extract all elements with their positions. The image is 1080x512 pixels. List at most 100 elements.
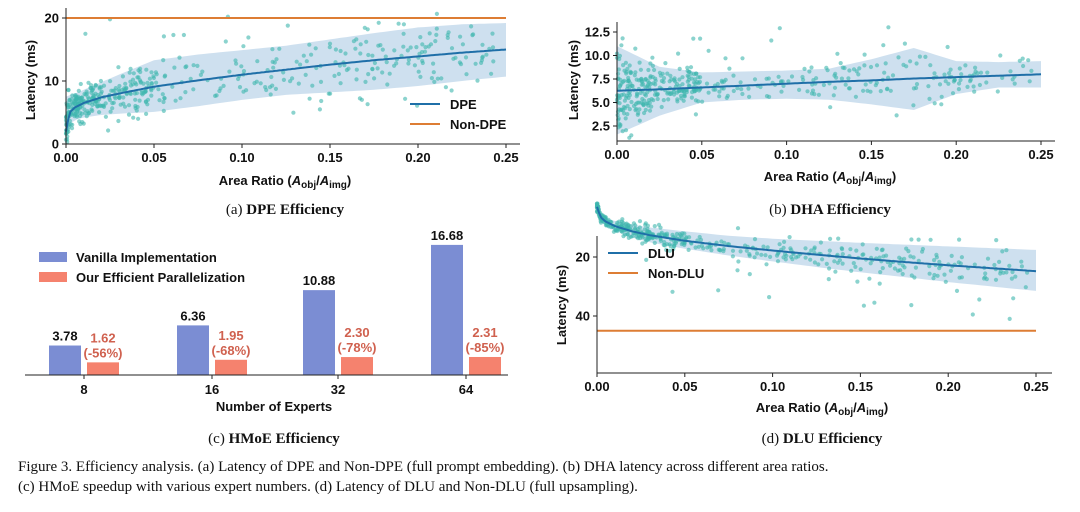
b-scatter-point bbox=[908, 59, 913, 64]
d-scatter-point bbox=[652, 224, 657, 229]
b-scatter-point bbox=[764, 94, 770, 99]
b-scatter-point bbox=[620, 108, 626, 113]
a-scatter-point bbox=[195, 63, 200, 68]
a-scatter-point bbox=[431, 70, 436, 75]
a-scatter-point bbox=[153, 70, 158, 75]
a-scatter-point bbox=[273, 86, 278, 91]
b-scatter-point bbox=[696, 99, 701, 104]
d-fit-curve bbox=[596, 206, 1037, 273]
d-scatter-point bbox=[809, 248, 814, 253]
d-scatter-point bbox=[764, 262, 769, 267]
d-scatter-point bbox=[874, 246, 879, 251]
b-scatter-point bbox=[939, 102, 944, 107]
b-scatter-point bbox=[682, 94, 687, 99]
a-scatter-point bbox=[281, 77, 286, 82]
d-legend-label: Non-DLU bbox=[648, 266, 704, 281]
a-scatter-point bbox=[327, 45, 332, 50]
a-scatter-point bbox=[416, 69, 421, 74]
b-scatter-outlier bbox=[691, 36, 696, 41]
b-scatter-point bbox=[685, 65, 690, 70]
d-scatter-point bbox=[854, 248, 859, 253]
b-scatter-point bbox=[828, 105, 833, 110]
b-scatter-point bbox=[902, 41, 908, 46]
a-scatter-point bbox=[136, 116, 141, 121]
c-bar-vanilla-32 bbox=[303, 290, 335, 375]
d-scatter-point bbox=[645, 226, 650, 231]
a-scatter-point bbox=[64, 101, 69, 106]
a-scatter-point bbox=[357, 96, 362, 101]
a-scatter-point bbox=[113, 86, 118, 91]
b-scatter-point bbox=[1017, 58, 1022, 63]
a-scatter-point bbox=[317, 107, 322, 112]
c-bar-label-efficient: 2.30 bbox=[344, 325, 369, 340]
b-scatter-point bbox=[878, 89, 883, 94]
d-scatter-point bbox=[993, 277, 999, 282]
d-scatter-point bbox=[878, 270, 883, 275]
b-scatter-point bbox=[978, 70, 984, 75]
a-scatter-point bbox=[191, 63, 196, 68]
b-scatter-point bbox=[810, 88, 816, 93]
a-scatter-point bbox=[145, 102, 150, 107]
a-scatter-point bbox=[128, 66, 133, 71]
a-scatter-point bbox=[423, 45, 428, 50]
b-scatter-point bbox=[863, 82, 868, 87]
c-legend-swatch-vanilla bbox=[39, 252, 67, 262]
d-fit-line bbox=[596, 206, 1037, 273]
b-scatter-point bbox=[719, 78, 724, 83]
a-scatter-point bbox=[432, 79, 437, 84]
b-scatter-point bbox=[1021, 63, 1026, 69]
d-scatter-point bbox=[932, 272, 937, 278]
b-confidence-band bbox=[617, 46, 1041, 135]
b-scatter-point bbox=[717, 94, 722, 99]
b-scatter-point bbox=[894, 113, 899, 118]
b-scatter-point bbox=[789, 74, 795, 79]
b-scatter-point bbox=[697, 79, 703, 84]
a-scatter-point bbox=[149, 81, 154, 86]
d-x-tick-label: 0.20 bbox=[936, 379, 961, 394]
b-scatter-point bbox=[628, 69, 633, 74]
d-scatter-point bbox=[640, 241, 645, 246]
d-scatter-point bbox=[812, 245, 817, 250]
a-scatter-point bbox=[458, 34, 463, 39]
b-scatter-point bbox=[659, 104, 664, 110]
d-scatter-point bbox=[957, 237, 962, 242]
b-scatter-point bbox=[649, 97, 654, 102]
a-scatter-point bbox=[365, 102, 370, 107]
b-axes: 0.00 0.05 0.10 0.15 0.20 0.25 2.5 5.0 7.5 10.0 12.… bbox=[585, 22, 1055, 162]
d-y-tick-label: 20 bbox=[576, 250, 590, 265]
b-scatter-point bbox=[692, 80, 697, 85]
b-scatter-point bbox=[1026, 58, 1031, 63]
d-scatter-point bbox=[635, 227, 641, 232]
d-scatter-point bbox=[1001, 270, 1006, 275]
d-scatter-point bbox=[913, 265, 919, 270]
a-scatter-point bbox=[443, 85, 448, 90]
c-x-tick-label: 64 bbox=[459, 382, 474, 397]
b-scatter-point bbox=[1029, 68, 1034, 73]
d-scatter-point bbox=[888, 263, 893, 268]
a-scatter-point bbox=[98, 103, 103, 108]
b-scatter-point bbox=[723, 77, 728, 82]
b-scatter-point bbox=[619, 43, 624, 48]
d-scatter-point bbox=[840, 261, 845, 266]
a-scatter-point bbox=[268, 92, 273, 97]
b-scatter-point bbox=[648, 74, 653, 79]
a-scatter-point bbox=[370, 53, 375, 58]
c-bar-vanilla-16 bbox=[177, 325, 209, 375]
a-scatter-point bbox=[463, 55, 469, 60]
b-scatter-point bbox=[679, 96, 684, 101]
a-scatter-point bbox=[304, 59, 309, 64]
a-scatter-point bbox=[426, 44, 431, 49]
d-scatter-point bbox=[768, 254, 773, 259]
a-scatter-point bbox=[126, 112, 132, 117]
a-scatter-point bbox=[366, 52, 371, 58]
a-scatter-point bbox=[221, 83, 226, 88]
a-scatter-point bbox=[490, 31, 495, 36]
d-scatter-point bbox=[730, 254, 736, 259]
b-xlabel: Area Ratio (Aobj/Aimg) bbox=[764, 169, 897, 187]
b-scatter-point bbox=[735, 86, 740, 91]
d-scatter-point bbox=[1019, 259, 1024, 264]
d-scatter-point bbox=[858, 267, 863, 272]
a-scatter-point bbox=[294, 59, 299, 64]
d-scatter-point bbox=[840, 247, 845, 252]
